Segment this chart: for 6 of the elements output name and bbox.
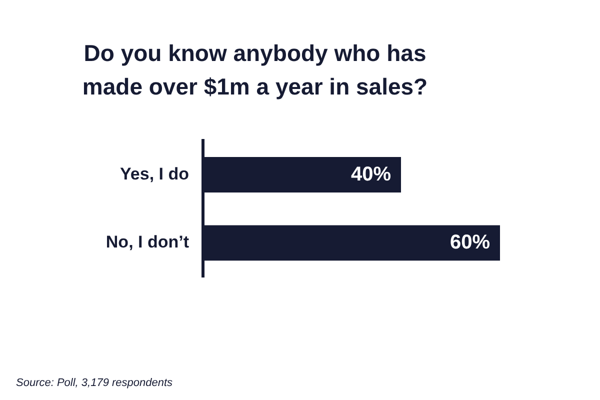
data-label: 40% bbox=[350, 163, 392, 186]
data-label: 60% bbox=[450, 231, 490, 254]
y-tick-label: Yes, I do bbox=[120, 164, 189, 184]
chart-title: Do you know anybody who has made over $1m a year in sales? bbox=[82, 40, 428, 100]
source-note: Source: Poll, 3,179 respondents bbox=[16, 377, 174, 389]
y-tick-label: No, I don’t bbox=[106, 232, 190, 252]
